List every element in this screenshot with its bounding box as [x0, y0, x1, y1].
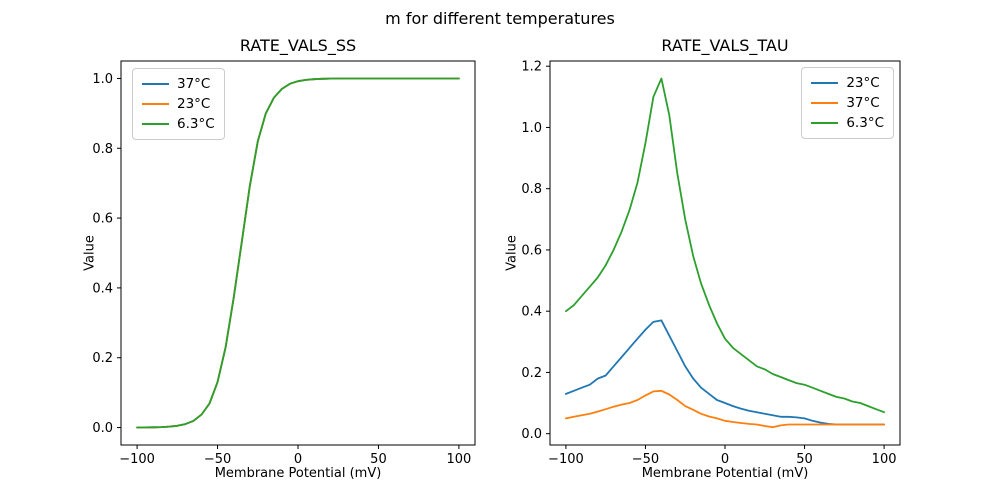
tau-plot-title: RATE_VALS_TAU: [661, 36, 789, 55]
svg-text:−50: −50: [204, 452, 231, 467]
legend-line-swatch: [811, 102, 839, 104]
legend-label: 23°C: [177, 96, 211, 112]
svg-text:1.2: 1.2: [521, 60, 542, 75]
ss-x-axis-label: Membrane Potential (mV): [214, 466, 382, 481]
svg-text:0.8: 0.8: [92, 142, 113, 157]
tau-x-axis-label: Membrane Potential (mV): [641, 466, 809, 481]
tau-legend: 23°C 37°C 6.3°C: [801, 67, 894, 139]
legend-label: 37°C: [177, 76, 211, 92]
legend-item: 23°C: [142, 94, 215, 114]
svg-text:0.2: 0.2: [92, 351, 113, 366]
svg-text:50: 50: [370, 452, 387, 467]
svg-text:−100: −100: [548, 452, 584, 467]
svg-text:0.4: 0.4: [521, 305, 542, 320]
svg-text:−100: −100: [119, 452, 155, 467]
legend-item: 23°C: [811, 73, 884, 93]
svg-text:0.0: 0.0: [92, 421, 113, 436]
svg-text:0: 0: [294, 452, 302, 467]
svg-text:100: 100: [872, 452, 897, 467]
svg-text:0.6: 0.6: [92, 212, 113, 227]
ss-legend: 37°C 23°C 6.3°C: [132, 68, 225, 140]
ss-plot-title: RATE_VALS_SS: [239, 36, 357, 55]
svg-text:0.2: 0.2: [521, 366, 542, 381]
legend-label: 23°C: [846, 75, 880, 91]
legend-item: 6.3°C: [811, 113, 884, 133]
svg-text:−50: −50: [632, 452, 659, 467]
legend-line-swatch: [811, 122, 839, 124]
legend-label: 37°C: [846, 95, 880, 111]
svg-text:0.4: 0.4: [92, 281, 113, 296]
legend-label: 6.3°C: [177, 116, 215, 132]
legend-item: 37°C: [142, 74, 215, 94]
svg-text:0: 0: [721, 452, 729, 467]
svg-text:1.0: 1.0: [521, 121, 542, 136]
svg-text:0.6: 0.6: [521, 243, 542, 258]
legend-item: 37°C: [811, 93, 884, 113]
svg-text:100: 100: [446, 452, 471, 467]
legend-line-swatch: [811, 82, 839, 84]
tau-plot-canvas: −100 −50 0 50 100 0.0 0.2 0.4 0.6 0.8 1.0 1.2: [521, 60, 901, 467]
ss-plot-canvas: −100 −50 0 50 100 0.0 0.2 0.4 0.6 0.8 1.0: [92, 60, 476, 467]
svg-text:1.0: 1.0: [92, 72, 113, 87]
svg-text:50: 50: [796, 452, 813, 467]
svg-text:0.0: 0.0: [521, 427, 542, 442]
legend-line-swatch: [142, 123, 169, 125]
legend-line-swatch: [142, 83, 169, 85]
legend-line-swatch: [142, 103, 169, 105]
svg-text:0.8: 0.8: [521, 182, 542, 197]
legend-label: 6.3°C: [846, 115, 884, 131]
legend-item: 6.3°C: [142, 114, 215, 134]
figure-title: m for different temperatures: [385, 9, 615, 28]
